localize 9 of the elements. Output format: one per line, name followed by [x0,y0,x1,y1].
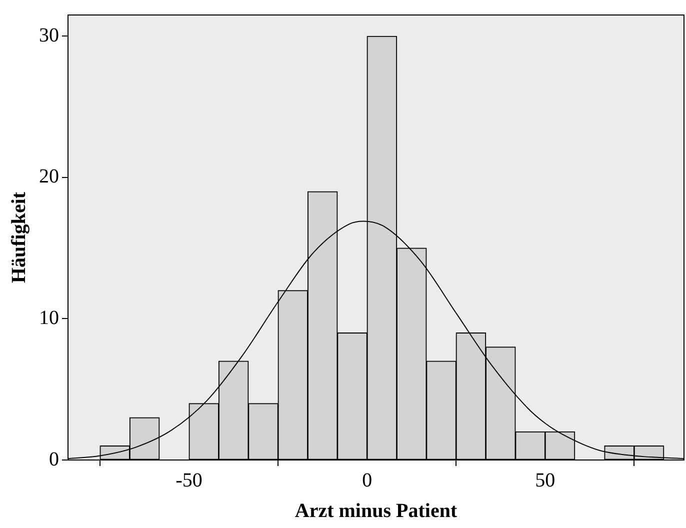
y-tick-label: 0 [49,448,59,470]
y-tick-label: 10 [39,306,59,329]
x-tick-label: -50 [176,469,202,492]
y-tick-label: 30 [39,24,59,46]
x-tick-label: 50 [535,469,556,492]
y-tick-label: 20 [39,166,59,188]
y-axis-title: Häufigkeit [8,192,30,284]
x-axis-title: Arzt minus Patient [294,500,458,522]
x-tick-label: 0 [362,469,372,492]
